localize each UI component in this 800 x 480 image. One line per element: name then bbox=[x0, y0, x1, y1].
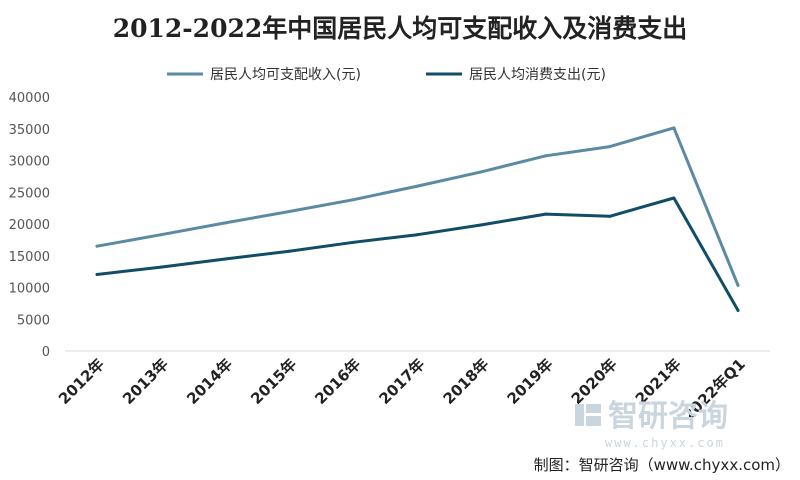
data-point bbox=[95, 272, 99, 276]
data-point bbox=[159, 233, 163, 237]
plot-lines bbox=[95, 126, 740, 312]
source-note: 制图：智研咨询（www.chyxx.com） bbox=[534, 456, 790, 474]
data-point bbox=[416, 233, 419, 237]
y-tick-label: 25000 bbox=[9, 186, 50, 201]
x-tick-label: 2015年 bbox=[247, 355, 300, 408]
data-point bbox=[351, 198, 355, 202]
y-tick-label: 0 bbox=[42, 345, 50, 360]
x-tick-label: 2012年 bbox=[55, 355, 108, 408]
x-tick-label: 2016年 bbox=[311, 355, 364, 408]
data-point bbox=[736, 308, 740, 312]
data-point bbox=[159, 265, 163, 269]
watermark-url: www.chyxx.com bbox=[605, 436, 725, 450]
data-point bbox=[287, 210, 291, 214]
data-point bbox=[223, 221, 227, 225]
y-axis: 0 5000 10000 15000 20000 25000 30000 35000 40000 bbox=[9, 91, 50, 360]
data-point bbox=[672, 196, 676, 200]
legend: 居民人均可支配收入(元) 居民人均消费支出(元) bbox=[167, 67, 606, 83]
data-point bbox=[672, 126, 676, 130]
data-point bbox=[223, 257, 227, 261]
data-point bbox=[736, 283, 740, 287]
data-point bbox=[608, 145, 612, 149]
x-tick-label: 2013年 bbox=[119, 355, 172, 408]
watermark-name: 智研咨询 bbox=[608, 399, 728, 434]
chyxx-logo-icon bbox=[575, 404, 601, 426]
y-tick-label: 40000 bbox=[9, 91, 50, 106]
x-tick-label: 2014年 bbox=[183, 355, 236, 408]
data-point bbox=[480, 170, 484, 174]
data-point bbox=[480, 223, 484, 227]
y-tick-label: 10000 bbox=[9, 282, 50, 297]
x-tick-label: 2017年 bbox=[375, 355, 428, 408]
data-point bbox=[287, 249, 291, 253]
data-point bbox=[416, 184, 419, 188]
x-tick-label: 2019年 bbox=[504, 355, 557, 408]
data-point bbox=[95, 244, 99, 248]
y-tick-label: 5000 bbox=[17, 313, 50, 328]
legend-label-income: 居民人均可支配收入(元) bbox=[210, 67, 361, 83]
data-point bbox=[544, 154, 548, 158]
x-tick-label: 2018年 bbox=[440, 355, 493, 408]
chart-title: 2012-2022年中国居民人均可支配收入及消费支出 bbox=[113, 14, 688, 43]
data-point bbox=[544, 212, 548, 216]
watermark: 智研咨询 www.chyxx.com bbox=[575, 399, 728, 450]
data-point bbox=[608, 214, 612, 218]
y-tick-label: 15000 bbox=[9, 250, 50, 265]
data-point bbox=[351, 240, 355, 244]
y-tick-label: 20000 bbox=[9, 218, 50, 233]
legend-label-consumption: 居民人均消费支出(元) bbox=[469, 67, 606, 83]
y-tick-label: 30000 bbox=[9, 155, 50, 170]
y-tick-label: 35000 bbox=[9, 123, 50, 138]
series-line-1 bbox=[95, 196, 740, 312]
